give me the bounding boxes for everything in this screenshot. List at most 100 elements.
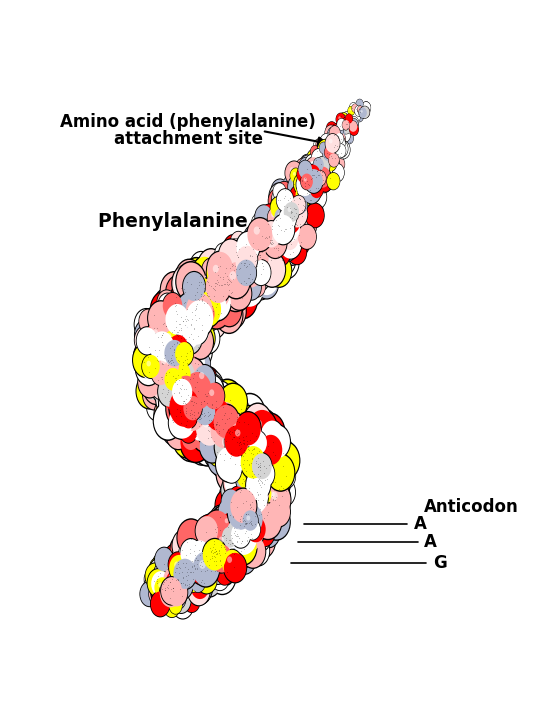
Circle shape bbox=[150, 370, 169, 395]
Circle shape bbox=[294, 192, 306, 208]
Circle shape bbox=[237, 452, 257, 477]
Circle shape bbox=[240, 496, 246, 505]
Circle shape bbox=[257, 237, 277, 265]
Circle shape bbox=[330, 164, 344, 182]
Circle shape bbox=[234, 514, 264, 553]
Circle shape bbox=[148, 356, 166, 381]
Circle shape bbox=[224, 418, 253, 456]
Circle shape bbox=[179, 420, 212, 463]
Circle shape bbox=[177, 402, 207, 441]
Circle shape bbox=[197, 537, 218, 564]
Circle shape bbox=[159, 379, 179, 404]
Circle shape bbox=[189, 281, 212, 311]
Circle shape bbox=[178, 588, 183, 594]
Circle shape bbox=[234, 259, 251, 281]
Circle shape bbox=[155, 340, 171, 361]
Circle shape bbox=[262, 221, 282, 248]
Circle shape bbox=[234, 269, 264, 308]
Circle shape bbox=[271, 210, 295, 242]
Circle shape bbox=[202, 292, 224, 320]
Circle shape bbox=[169, 335, 192, 365]
Circle shape bbox=[174, 379, 204, 419]
Circle shape bbox=[197, 551, 215, 574]
Circle shape bbox=[221, 516, 248, 553]
Circle shape bbox=[265, 243, 281, 264]
Circle shape bbox=[228, 519, 246, 544]
Circle shape bbox=[177, 307, 197, 334]
Circle shape bbox=[228, 514, 249, 540]
Circle shape bbox=[225, 435, 247, 465]
Circle shape bbox=[240, 533, 259, 559]
Circle shape bbox=[180, 397, 208, 433]
Circle shape bbox=[218, 294, 237, 318]
Circle shape bbox=[180, 325, 186, 332]
Circle shape bbox=[257, 477, 277, 502]
Circle shape bbox=[172, 560, 191, 587]
Circle shape bbox=[182, 363, 199, 385]
Circle shape bbox=[171, 566, 187, 587]
Circle shape bbox=[259, 478, 285, 511]
Circle shape bbox=[168, 573, 180, 590]
Circle shape bbox=[160, 376, 186, 409]
Circle shape bbox=[183, 395, 208, 427]
Circle shape bbox=[247, 465, 273, 499]
Circle shape bbox=[176, 383, 200, 414]
Circle shape bbox=[174, 577, 177, 582]
Circle shape bbox=[240, 440, 262, 469]
Circle shape bbox=[328, 154, 331, 157]
Circle shape bbox=[248, 464, 269, 492]
Circle shape bbox=[217, 513, 244, 550]
Circle shape bbox=[224, 521, 247, 552]
Circle shape bbox=[241, 470, 262, 498]
Circle shape bbox=[258, 477, 280, 507]
Circle shape bbox=[219, 445, 240, 473]
Circle shape bbox=[215, 426, 238, 456]
Circle shape bbox=[327, 146, 340, 163]
Circle shape bbox=[162, 337, 188, 371]
Circle shape bbox=[160, 301, 178, 324]
Circle shape bbox=[165, 405, 188, 435]
Circle shape bbox=[225, 429, 231, 437]
Circle shape bbox=[176, 390, 181, 396]
Circle shape bbox=[301, 182, 317, 203]
Circle shape bbox=[213, 537, 233, 564]
Circle shape bbox=[266, 253, 292, 288]
Circle shape bbox=[163, 335, 181, 358]
Circle shape bbox=[254, 485, 269, 505]
Circle shape bbox=[234, 551, 239, 557]
Circle shape bbox=[185, 536, 201, 556]
Circle shape bbox=[194, 292, 213, 317]
Circle shape bbox=[314, 177, 325, 190]
Circle shape bbox=[304, 179, 323, 204]
Circle shape bbox=[176, 365, 207, 406]
Circle shape bbox=[268, 215, 283, 236]
Circle shape bbox=[244, 444, 275, 483]
Circle shape bbox=[183, 554, 207, 584]
Circle shape bbox=[189, 401, 214, 434]
Circle shape bbox=[177, 574, 197, 600]
Circle shape bbox=[200, 429, 207, 439]
Circle shape bbox=[280, 224, 302, 253]
Circle shape bbox=[250, 485, 276, 519]
Circle shape bbox=[206, 554, 211, 560]
Circle shape bbox=[162, 378, 181, 403]
Circle shape bbox=[185, 550, 210, 582]
Circle shape bbox=[228, 518, 254, 551]
Circle shape bbox=[200, 429, 225, 462]
Circle shape bbox=[220, 431, 242, 460]
Circle shape bbox=[194, 400, 220, 434]
Circle shape bbox=[153, 312, 170, 335]
Circle shape bbox=[193, 544, 209, 565]
Circle shape bbox=[251, 259, 271, 286]
Circle shape bbox=[227, 523, 249, 553]
Circle shape bbox=[277, 217, 300, 247]
Circle shape bbox=[310, 162, 324, 182]
Circle shape bbox=[170, 559, 197, 594]
Circle shape bbox=[289, 180, 307, 202]
Circle shape bbox=[293, 185, 311, 208]
Circle shape bbox=[219, 525, 241, 554]
Circle shape bbox=[252, 467, 271, 493]
Circle shape bbox=[196, 287, 223, 322]
Circle shape bbox=[245, 531, 262, 552]
Circle shape bbox=[224, 423, 241, 445]
